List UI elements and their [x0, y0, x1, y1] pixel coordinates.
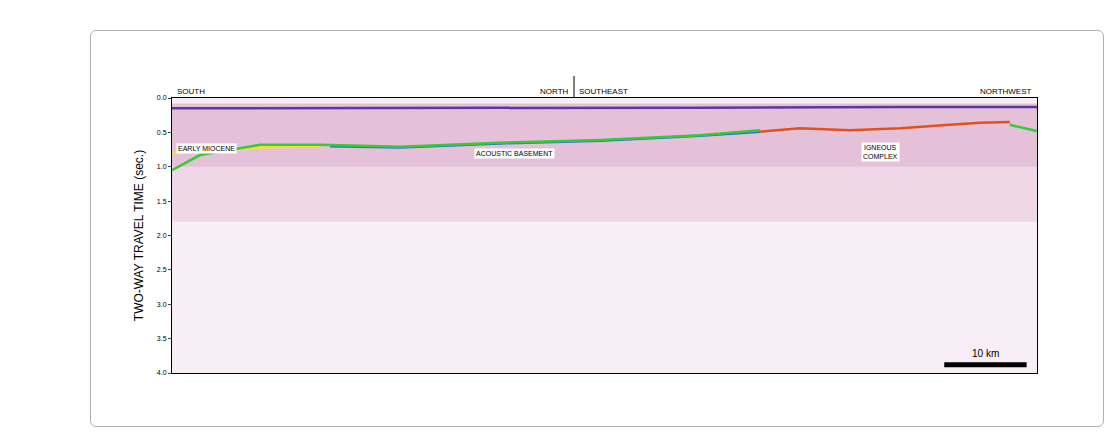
svg-text:1.0: 1.0: [157, 163, 167, 170]
svg-text:SOUTH: SOUTH: [177, 87, 205, 96]
svg-text:IGNEOUSCOMPLEX: IGNEOUSCOMPLEX: [863, 144, 898, 160]
svg-text:2.0: 2.0: [157, 232, 167, 239]
svg-text:10 km: 10 km: [972, 348, 999, 359]
svg-text:NORTHWEST: NORTHWEST: [980, 87, 1032, 96]
svg-text:3.0: 3.0: [157, 301, 167, 308]
svg-text:4.0: 4.0: [157, 369, 167, 376]
svg-text:ACOUSTIC BASEMENT: ACOUSTIC BASEMENT: [476, 150, 553, 157]
svg-text:SOUTHEAST: SOUTHEAST: [579, 87, 628, 96]
svg-text:3.5: 3.5: [157, 335, 167, 342]
svg-text:TWO-WAY TRAVEL TIME (sec.): TWO-WAY TRAVEL TIME (sec.): [132, 150, 146, 321]
svg-text:0.0: 0.0: [157, 94, 167, 101]
svg-text:2.5: 2.5: [157, 266, 167, 273]
svg-text:1.5: 1.5: [157, 198, 167, 205]
svg-text:0.5: 0.5: [157, 129, 167, 136]
svg-text:NORTH: NORTH: [540, 87, 569, 96]
svg-text:EARLY MIOCENE: EARLY MIOCENE: [178, 145, 235, 152]
